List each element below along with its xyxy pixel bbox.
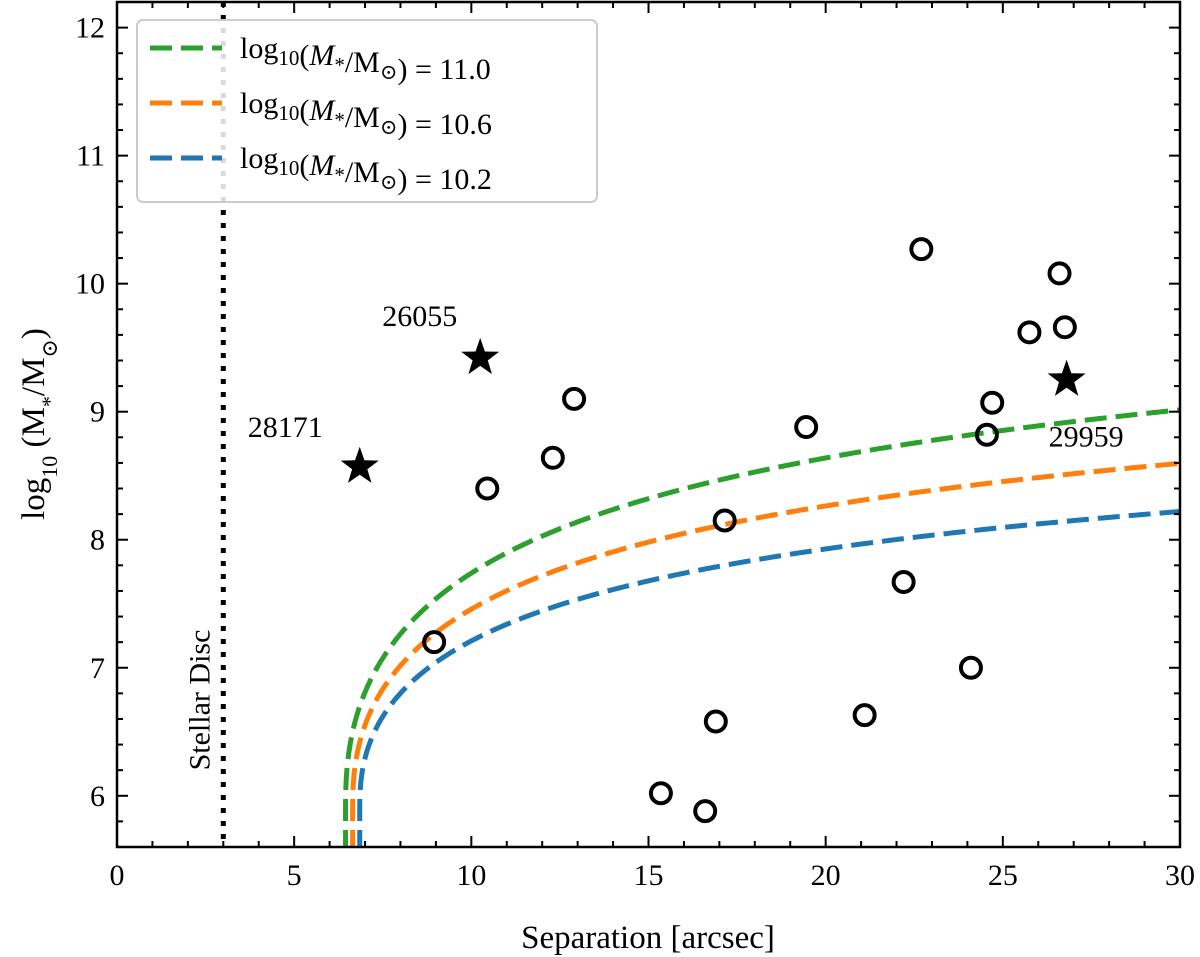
curve-10-2: [357, 508, 1180, 847]
legend-text-part: M: [308, 94, 336, 127]
legend-text-part: (: [299, 39, 309, 72]
x-axis-title: Separation [arcsec]: [521, 920, 775, 956]
data-layer: [220, 2, 1180, 847]
curve-11-0: [343, 407, 1180, 847]
legend-text-part: *: [334, 108, 345, 132]
data-point-circle: [693, 799, 718, 824]
star-marker-28171: [340, 446, 379, 483]
legend-text-part: /M: [345, 156, 380, 189]
legend-text-part: M: [308, 149, 336, 182]
legend-text-part: ) = 10.6: [397, 108, 491, 141]
legend-text-part: *: [334, 53, 345, 77]
data-point-circle: [958, 655, 983, 680]
y-tick-label: 11: [76, 140, 105, 173]
data-point-circle: [648, 781, 673, 806]
data-point-circle: [852, 703, 877, 728]
legend-text-part: M: [308, 39, 336, 72]
y-tick-label: 8: [90, 524, 105, 557]
data-point-circle: [980, 390, 1005, 415]
axes-layer: 28171 26055 29959 Stellar Disc 0 5 10 15 20 25 30 6…: [75, 0, 1195, 892]
data-point-circle: [891, 569, 916, 594]
legend-text-part: ) = 11.0: [397, 53, 490, 86]
curve-10-6: [350, 460, 1180, 847]
y-axis-title: log10 (M*/M⊙): [16, 328, 62, 520]
y-tick-label: 6: [90, 780, 105, 813]
y-tick-label: 10: [75, 268, 105, 301]
x-tick-label: 0: [110, 859, 125, 892]
data-point-circle: [540, 445, 565, 470]
star-label-28171: 28171: [248, 411, 323, 444]
legend-text-part: log: [240, 87, 278, 120]
legend-text-part: /M: [345, 101, 380, 134]
legend-text-part: log: [240, 32, 278, 65]
y-tick-label: 12: [75, 12, 105, 45]
x-tick-label: 20: [811, 859, 841, 892]
stellar-disc-label: Stellar Disc: [183, 630, 216, 771]
x-tick-label: 15: [634, 859, 664, 892]
data-point-circle: [909, 237, 934, 262]
legend-text-part: 10: [278, 46, 299, 70]
data-point-circle: [712, 508, 737, 533]
legend-text-part: ⊙: [380, 115, 398, 139]
data-point-circle: [794, 415, 819, 440]
x-tick-label: 5: [287, 859, 302, 892]
legend-text-part: ⊙: [380, 60, 398, 84]
legend-box: [136, 19, 598, 203]
legend-text-part: 10: [278, 156, 299, 180]
data-point-circle: [703, 709, 728, 734]
legend-text-part: /M: [345, 46, 380, 79]
legend-label-10-2: log10(M*/M⊙) = 10.2: [240, 142, 492, 196]
data-point-circle: [1017, 320, 1042, 345]
x-tick-label: 25: [988, 859, 1018, 892]
legend-text-part: log: [240, 142, 278, 175]
legend-label-11-0: log10(M*/M⊙) = 11.0: [240, 32, 491, 86]
y-tick-label: 9: [90, 396, 105, 429]
data-point-circle: [422, 630, 447, 655]
y-tick-label: 7: [90, 652, 105, 685]
legend-text-part: (: [299, 94, 309, 127]
legend-label-10-6: log10(M*/M⊙) = 10.6: [240, 87, 492, 141]
data-point-circle: [1052, 315, 1077, 340]
star-marker-26055: [461, 337, 500, 375]
star-label-29959: 29959: [1049, 421, 1124, 454]
legend-text-part: ⊙: [380, 170, 398, 194]
data-point-circle: [1047, 261, 1072, 286]
star-label-26055: 26055: [382, 300, 457, 333]
legend-text-part: ) = 10.2: [397, 163, 491, 196]
legend-text-part: (: [299, 149, 309, 182]
x-tick-label: 30: [1165, 859, 1195, 892]
legend-text-part: *: [334, 163, 345, 187]
star-marker-29959: [1047, 359, 1086, 396]
legend-text-part: 10: [278, 101, 299, 125]
data-point-circle: [475, 476, 500, 501]
data-point-circle: [974, 422, 999, 447]
x-tick-label: 10: [456, 859, 486, 892]
data-point-circle: [562, 386, 587, 411]
